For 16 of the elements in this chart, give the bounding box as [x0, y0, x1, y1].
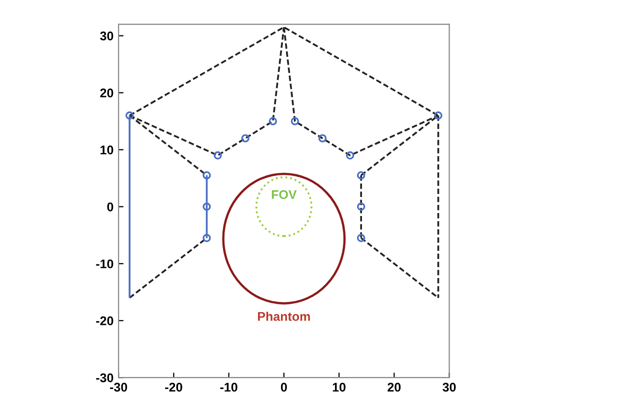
annotation: Phantom	[258, 312, 310, 321]
x-tick-label: -20	[165, 382, 182, 392]
y-tick-label: 0	[107, 202, 114, 212]
y-tick-label: 20	[100, 88, 114, 98]
y-tick-label: -30	[96, 373, 114, 382]
x-tick-label: 10	[332, 382, 346, 392]
x-tick-label: 30	[442, 382, 456, 392]
y-tick-label: -10	[96, 259, 114, 268]
x-tick-label: -30	[110, 382, 128, 392]
x-tick-label: 0	[280, 382, 287, 392]
y-tick-label: 10	[100, 145, 114, 154]
x-tick-label: 20	[388, 382, 401, 392]
x-tick-label: -10	[220, 382, 238, 392]
annotation: FOV	[272, 190, 297, 200]
y-tick-label: -20	[96, 316, 114, 326]
y-tick-label: 30	[100, 32, 114, 40]
